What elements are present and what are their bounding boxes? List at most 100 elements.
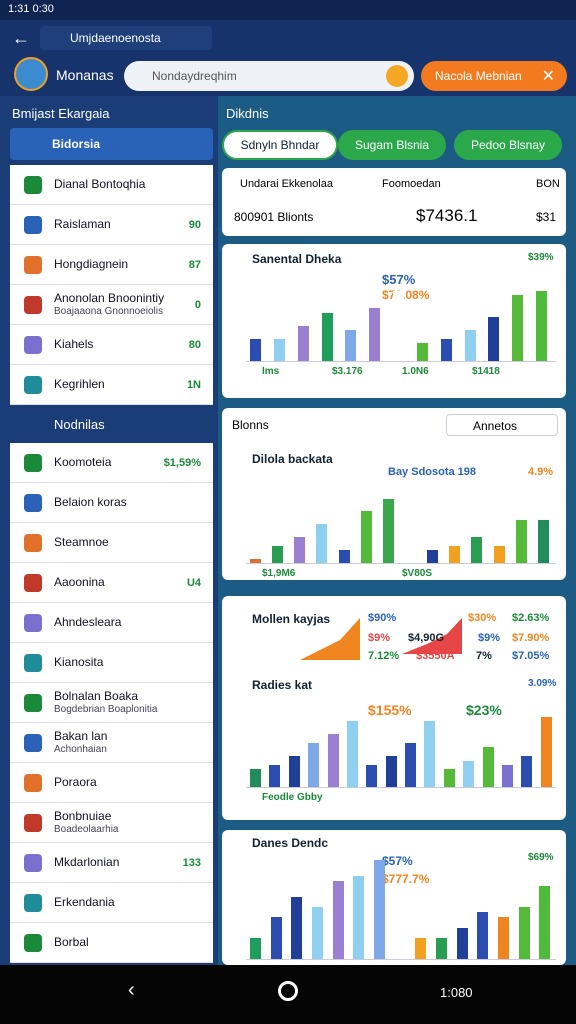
back[interactable]: ← xyxy=(12,28,30,48)
chart-card: Sanental Dheka $57% $70.08% $39% Ims $3.176 1.… xyxy=(222,244,566,398)
bar xyxy=(312,907,323,959)
item-value: 0 xyxy=(194,298,201,311)
status-bar: 1:31 0:30 xyxy=(0,0,576,20)
bar xyxy=(250,339,261,361)
icon xyxy=(24,175,42,194)
menu-item[interactable]: Aaoonina U4 xyxy=(10,563,213,603)
item-text: Kegrihlen xyxy=(54,378,187,391)
axis-label: Feodle Gbby xyxy=(262,792,323,803)
item-sub: Bogdebrian Boaplonitia xyxy=(54,703,158,715)
bar xyxy=(374,860,385,959)
item-text: Bakan lan Achonhaian xyxy=(54,729,213,756)
menu-item[interactable]: Kegrihlen 1N xyxy=(10,365,213,405)
item-label: Dianal Bontoqhia xyxy=(54,177,146,191)
bar xyxy=(518,907,530,959)
menu-item[interactable]: Raislaman 90 xyxy=(10,205,213,245)
item-text: Erkendania xyxy=(54,896,213,909)
bar xyxy=(332,881,344,959)
summary-right: $31 xyxy=(536,210,557,224)
value-label: $30% xyxy=(468,612,497,624)
icon xyxy=(24,375,42,394)
item-label: Hongdiagnein xyxy=(54,257,129,271)
tab[interactable]: Sugam Blsnia xyxy=(338,130,446,160)
menu-item[interactable]: Anonolan Bnoonintiy Boajaaona Gnonnoeioli… xyxy=(10,285,213,325)
section-search[interactable]: Annetos xyxy=(446,414,558,436)
item-value: $1,59% xyxy=(163,456,201,469)
menu-item[interactable]: Bonbnuiae Boadeolaarhia xyxy=(10,803,213,843)
bar xyxy=(393,290,405,361)
legend: Foomoedan xyxy=(382,178,441,190)
tab[interactable]: Sdnyln Bhndar xyxy=(222,130,338,160)
bar xyxy=(536,290,548,361)
item-label: Aaoonina xyxy=(54,575,105,589)
item-label: Poraora xyxy=(54,775,97,789)
header: ← Umjdaenoenosta Monanas Nondaydreqhim N… xyxy=(0,20,576,96)
bar xyxy=(540,716,552,787)
menu-item[interactable]: Bolnalan Boaka Bogdebrian Boaplonitia xyxy=(10,683,213,723)
menu-item[interactable]: Kianosita xyxy=(10,643,213,683)
menu-item[interactable]: Borbal xyxy=(10,923,213,963)
value-label: $155% xyxy=(368,702,412,718)
back[interactable]: ‹ xyxy=(128,979,135,1001)
bar xyxy=(316,524,328,563)
item-text: Kianosita xyxy=(54,656,213,669)
search-placeholder: Nondaydreqhim xyxy=(152,69,237,83)
menu-item[interactable]: Belaion koras xyxy=(10,483,213,523)
item-text: Aaoonina xyxy=(54,576,187,589)
panel-title: Sanental Dheka xyxy=(252,252,342,266)
menu-item[interactable]: Mkdarlonian 133 xyxy=(10,843,213,883)
search[interactable]: Nondaydreqhim xyxy=(124,61,414,91)
item-text: Poraora xyxy=(54,776,213,789)
item-label: Bolnalan Boaka xyxy=(54,688,139,703)
item-text: Bonbnuiae Boadeolaarhia xyxy=(54,808,213,836)
menu-item[interactable]: Hongdiagnein 87 xyxy=(10,245,213,285)
selected-item[interactable]: Bidorsia xyxy=(10,128,213,160)
menu-item[interactable]: Poraora xyxy=(10,763,213,803)
action-button[interactable]: Nacola Mebnian ✕ xyxy=(421,61,567,91)
menu-item[interactable]: Koomoteia $1,59% xyxy=(10,443,213,483)
menu-item[interactable]: Bakan lan Achonhaian xyxy=(10,723,213,763)
icon xyxy=(24,493,42,512)
value-label: $3550A xyxy=(416,650,455,662)
chart-card: Danes Dendc $57% $777.7% $69% xyxy=(222,830,566,965)
axis-label: $1,9M6 xyxy=(262,568,296,579)
menu-item[interactable]: Erkendania xyxy=(10,883,213,923)
item-label: Steamnoe xyxy=(54,535,109,549)
item-value: 87 xyxy=(188,258,201,271)
menu-item[interactable]: Steamnoe xyxy=(10,523,213,563)
bar xyxy=(360,511,372,563)
bar xyxy=(346,721,358,787)
bar xyxy=(273,339,285,361)
icon xyxy=(24,533,42,552)
home[interactable] xyxy=(278,981,298,1001)
value-label: $23% xyxy=(466,702,502,718)
area-sparkline xyxy=(402,618,462,654)
menu-item[interactable]: Dianal Bontoqhia xyxy=(10,165,213,205)
bar xyxy=(294,537,306,563)
icon xyxy=(24,573,42,592)
item-label: Koomoteia xyxy=(54,455,112,469)
value-label: $4,90G xyxy=(408,632,445,644)
plot xyxy=(246,700,556,788)
bar xyxy=(443,769,455,787)
value-label: 7.12% xyxy=(368,650,400,662)
menu-item[interactable]: Ahndesleara xyxy=(10,603,213,643)
value-label: $39% xyxy=(528,252,554,263)
bar xyxy=(440,339,452,361)
icon xyxy=(24,773,42,792)
chart-card: Blonns Annetos Dilola backata Bay Sdosota… xyxy=(222,408,566,580)
menu-item[interactable]: Kiahels 80 xyxy=(10,325,213,365)
value-label: $9% xyxy=(478,632,501,644)
item-text: Steamnoe xyxy=(54,536,213,549)
value-label: $9% xyxy=(368,632,391,644)
item-label: Ahndesleara xyxy=(54,615,122,629)
item-label: Bonbnuiae xyxy=(54,808,112,823)
bar xyxy=(327,734,339,787)
panel-title: Danes Dendc xyxy=(252,836,329,850)
item-label: Raislaman xyxy=(54,217,111,231)
search-title-box[interactable]: Umjdaenoenosta xyxy=(40,26,212,50)
bar xyxy=(498,917,509,959)
value-label: 4.9% xyxy=(528,466,554,478)
tab[interactable]: Pedoo Blsnay xyxy=(454,130,562,160)
